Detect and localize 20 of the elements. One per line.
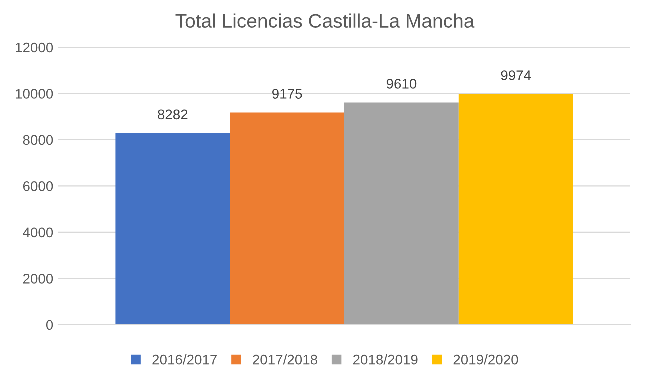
bar — [458, 94, 574, 325]
y-tick-label: 6000 — [23, 182, 54, 192]
y-tick-label: 0 — [46, 320, 54, 330]
y-tick-label: 10000 — [16, 89, 54, 99]
data-label: 8282 — [158, 110, 188, 120]
y-tick-label: 4000 — [23, 228, 54, 238]
legend-label: 2018/2019 — [353, 354, 418, 365]
bar — [344, 102, 459, 325]
bar — [230, 112, 344, 325]
legend-label: 2017/2018 — [253, 354, 318, 365]
data-label: 9974 — [501, 70, 532, 80]
y-tick-label: 8000 — [23, 135, 54, 146]
data-label: 9610 — [386, 79, 417, 89]
legend-label: 2016/2017 — [152, 354, 217, 365]
legend-label: 2019/2020 — [454, 354, 518, 365]
chart-title: Total Licencias Castilla-La Mancha — [176, 14, 475, 28]
y-tick-label: 2000 — [23, 274, 54, 284]
y-tick-label: 12000 — [16, 42, 54, 53]
data-label: 9175 — [272, 89, 302, 99]
bar — [116, 133, 230, 325]
